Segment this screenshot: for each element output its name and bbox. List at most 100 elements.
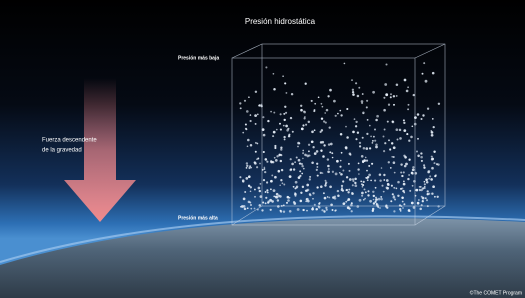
particle — [399, 129, 402, 132]
particle — [250, 144, 253, 147]
particle — [293, 186, 295, 188]
particle — [424, 187, 426, 189]
particle — [302, 152, 304, 154]
particle — [340, 160, 342, 162]
particle — [370, 136, 372, 138]
particle — [419, 208, 422, 211]
particle — [300, 109, 303, 112]
particle — [431, 192, 433, 194]
particle — [422, 200, 424, 202]
particle — [372, 191, 374, 193]
particle — [306, 184, 309, 187]
particle — [363, 181, 365, 183]
particle — [314, 129, 316, 131]
particle — [412, 168, 415, 171]
particle — [276, 155, 278, 157]
particle — [314, 152, 317, 155]
particle — [305, 83, 307, 85]
particle — [396, 83, 399, 86]
particle — [254, 196, 256, 198]
particle — [255, 151, 257, 153]
particle — [285, 125, 288, 128]
credit: ©The COMET Program — [470, 289, 522, 296]
particle — [346, 108, 348, 110]
particle — [424, 181, 426, 183]
particle — [425, 80, 428, 83]
particle — [291, 93, 293, 95]
particle — [362, 137, 364, 139]
particle — [375, 144, 378, 147]
particle — [352, 89, 354, 91]
particle — [289, 169, 292, 172]
particle — [256, 166, 258, 168]
particle — [270, 209, 272, 211]
particle — [265, 197, 267, 199]
particle — [367, 179, 369, 181]
particle — [323, 144, 325, 146]
particle — [301, 128, 304, 131]
particle — [355, 82, 357, 84]
particle — [369, 200, 372, 203]
particle — [250, 120, 252, 122]
particle — [389, 148, 391, 150]
particle — [311, 130, 314, 133]
particle — [434, 196, 436, 198]
particle — [403, 203, 405, 205]
particle — [326, 209, 328, 211]
particle — [348, 163, 350, 165]
particle — [335, 173, 338, 176]
particle — [341, 185, 343, 187]
particle — [375, 187, 377, 189]
particle — [328, 168, 330, 170]
particle — [278, 154, 280, 156]
particle — [282, 75, 284, 77]
particle — [431, 131, 434, 134]
particle — [351, 79, 353, 81]
particle — [359, 142, 361, 144]
particle — [379, 174, 381, 176]
particle — [329, 185, 332, 188]
particle — [334, 196, 336, 198]
particle — [393, 196, 396, 199]
particle — [249, 202, 251, 204]
particle — [266, 181, 268, 183]
particle — [400, 163, 402, 165]
particle — [300, 105, 302, 107]
particle — [327, 165, 330, 168]
particle — [438, 103, 440, 105]
particle — [432, 72, 435, 75]
particle — [320, 150, 322, 152]
particle — [267, 200, 269, 202]
particle — [383, 179, 385, 181]
particle — [361, 183, 363, 185]
particle — [413, 180, 416, 183]
particle — [327, 196, 329, 198]
particle — [406, 90, 409, 93]
particle — [301, 163, 303, 165]
particle — [431, 156, 433, 158]
particle — [400, 210, 402, 212]
particle — [293, 202, 296, 205]
particle — [292, 131, 294, 133]
particle — [321, 103, 323, 105]
particle — [303, 168, 305, 170]
particle — [375, 201, 377, 203]
particle — [246, 167, 248, 169]
particle — [362, 93, 364, 95]
particle — [402, 207, 404, 209]
particle — [425, 178, 428, 181]
particle — [428, 178, 430, 180]
particle — [369, 125, 371, 127]
particle — [337, 113, 339, 115]
particle — [250, 167, 252, 169]
particle — [372, 142, 374, 144]
particle — [374, 140, 376, 142]
particle — [359, 199, 362, 202]
particle — [262, 116, 264, 118]
particle — [248, 185, 250, 187]
particle — [373, 199, 375, 201]
particle — [304, 116, 306, 118]
particle — [280, 160, 282, 162]
particle — [321, 141, 324, 144]
particle — [255, 91, 257, 93]
